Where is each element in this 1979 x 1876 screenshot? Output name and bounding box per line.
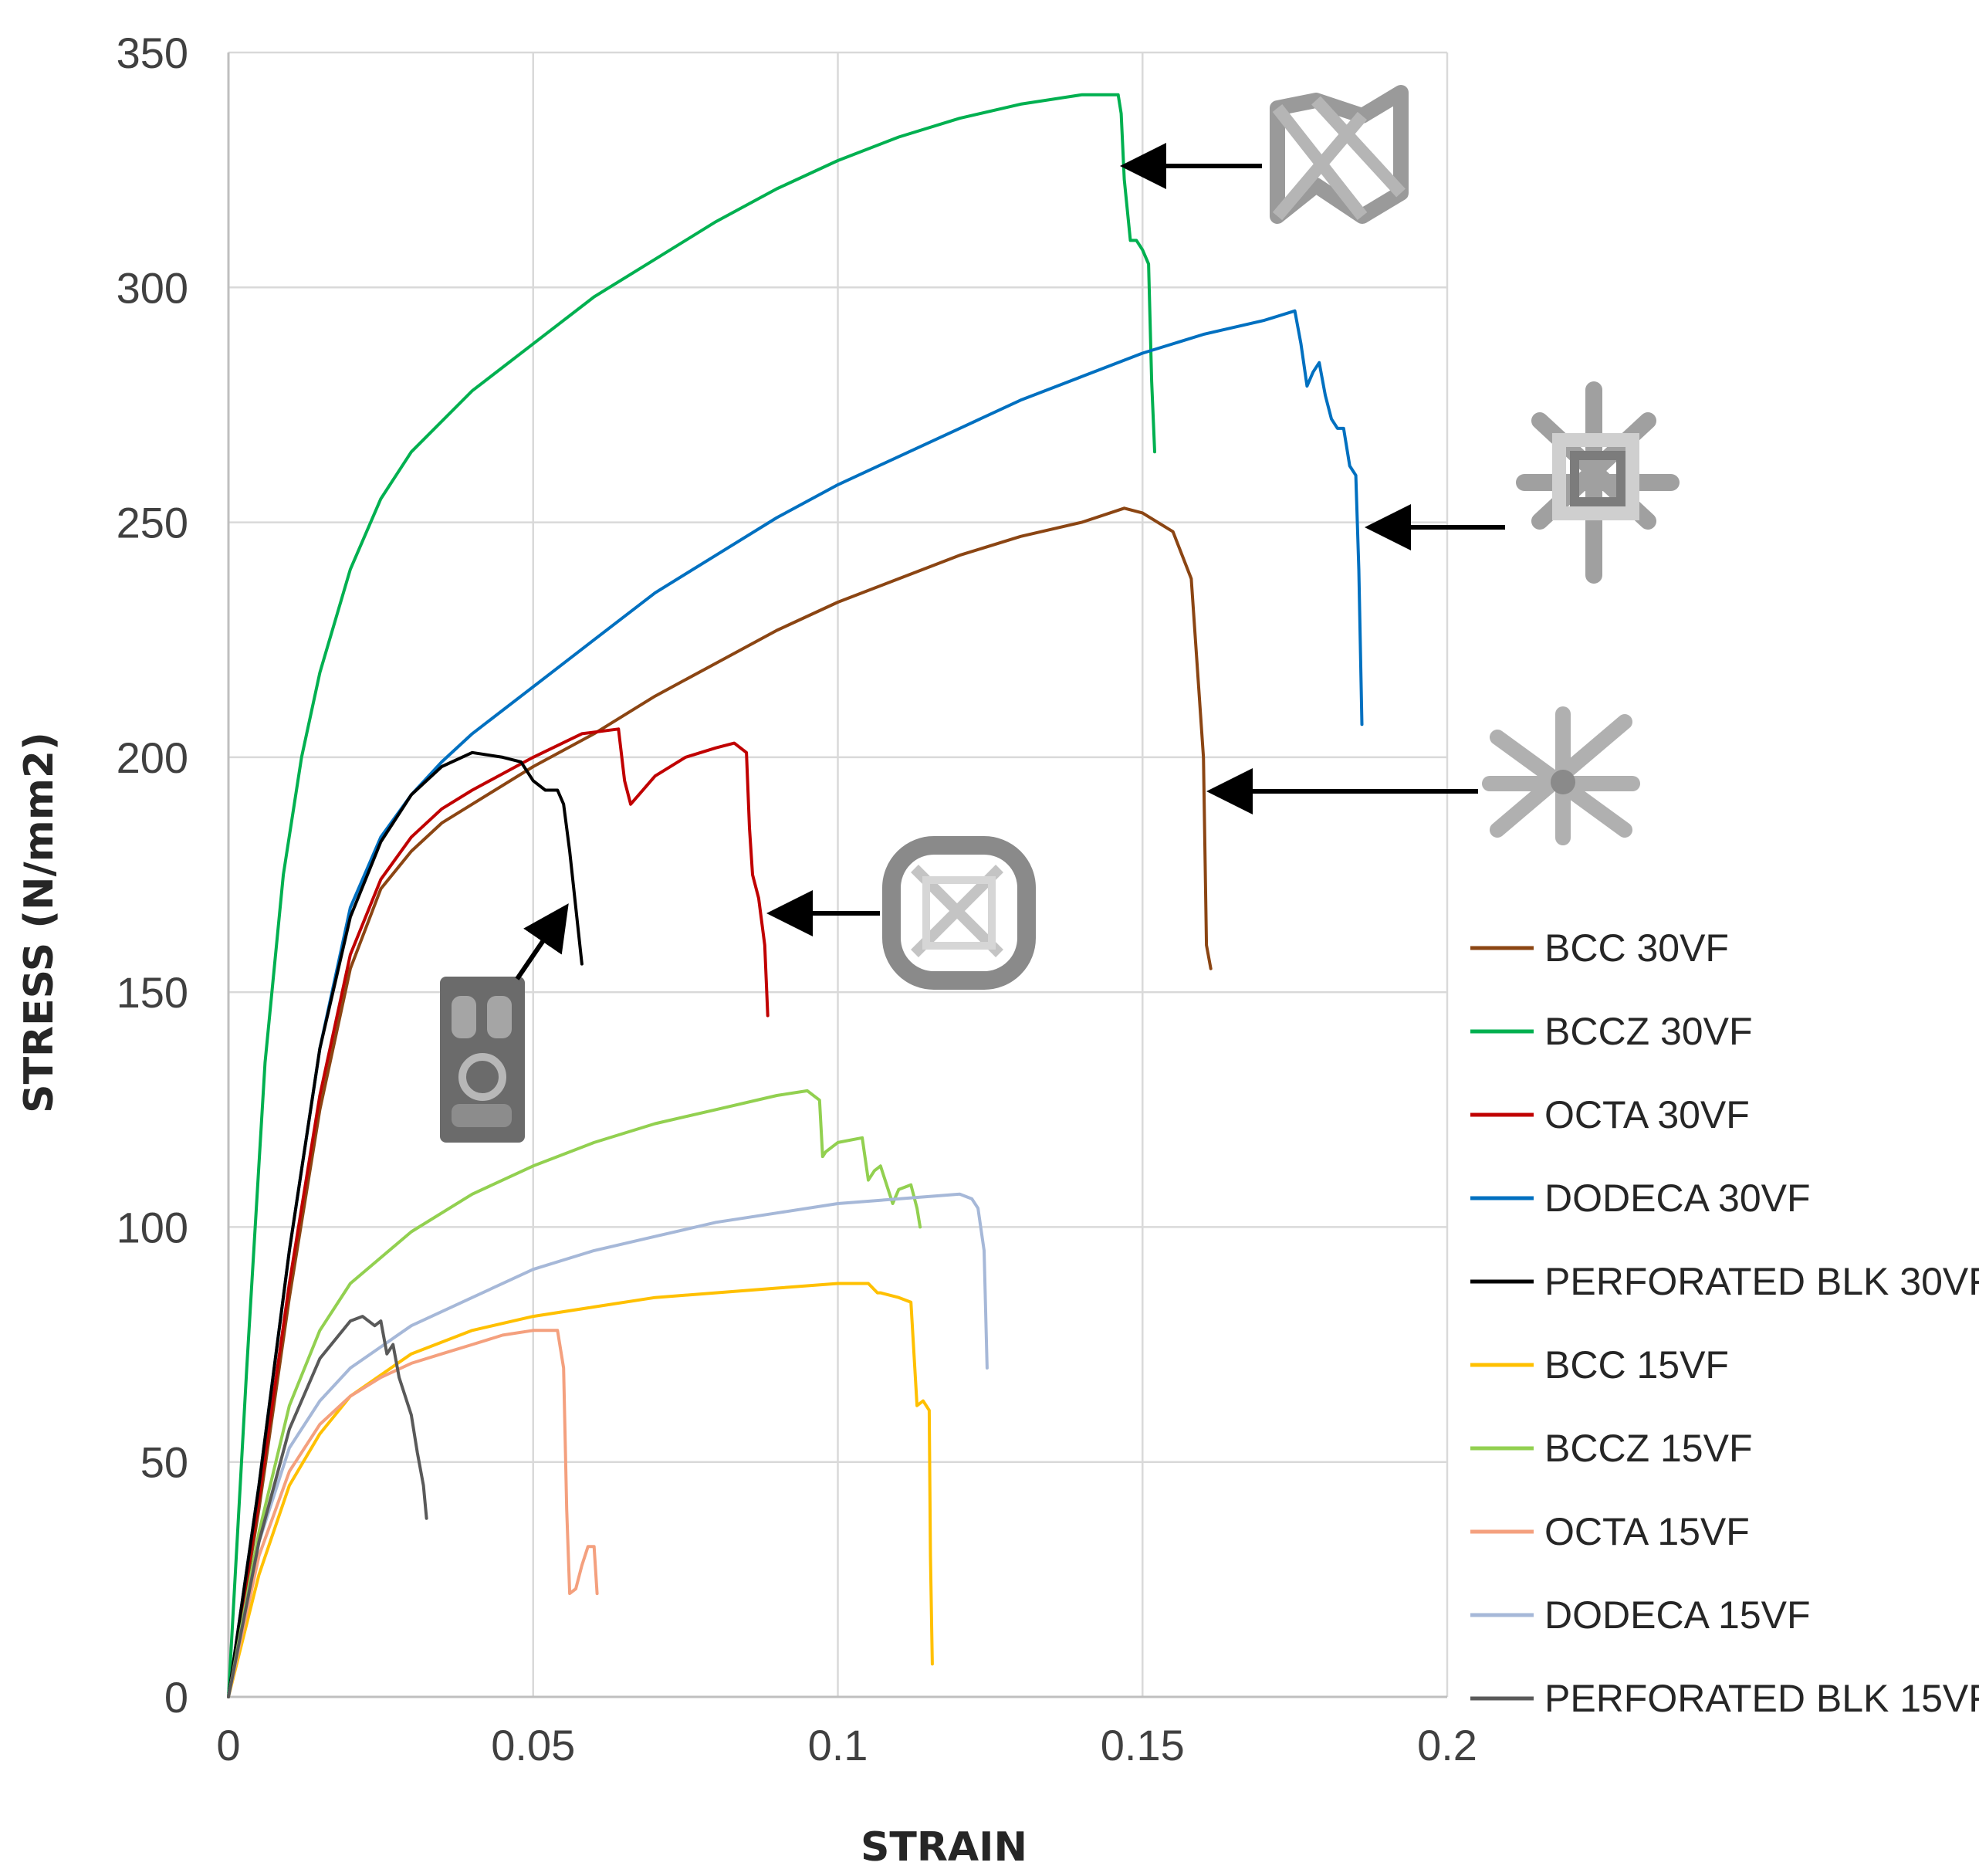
y-tick-label: 50 [140,1438,188,1487]
series-line-bcc-30vf [227,506,1213,1698]
series-line-dodeca-15vf [227,1192,989,1698]
arrow-perforated [515,903,569,980]
x-tick-label: 0.15 [1101,1721,1185,1769]
x-tick-label: 0.05 [491,1721,575,1769]
y-tick-label: 0 [164,1673,188,1722]
y-tick-label: 350 [117,29,188,77]
legend: BCC 30VF BCCZ 30VF OCTA 30VF DODECA 30VF PER… [1470,926,1979,1720]
legend-label: PERFORATED BLK 15VF [1544,1677,1979,1720]
annotation-arrows [515,143,1505,980]
legend-label: BCC 15VF [1544,1343,1729,1387]
axes [227,52,1447,1698]
series-line-bccz-30vf [227,93,1156,1698]
x-tick-label: 0.2 [1417,1721,1477,1769]
bccz-lattice-unit-cell-icon [1270,85,1409,224]
dodeca-lattice-unit-cell-icon [1516,381,1680,584]
legend-label: DODECA 15VF [1544,1593,1811,1637]
series-line-dodeca-30vf [227,309,1364,1698]
perforated-block-unit-cell-icon [440,977,525,1143]
gridlines [227,51,1449,1698]
legend-label: PERFORATED BLK 30VF [1544,1260,1979,1303]
series-line-octa-15vf [227,1329,599,1698]
x-tick-label: 0 [216,1721,240,1769]
x-axis-title: STRAIN [861,1824,1027,1871]
y-tick-label: 200 [117,733,188,782]
y-tick-label: 100 [117,1203,188,1251]
series-lines [227,93,1364,1698]
legend-label: BCC 30VF [1544,926,1729,970]
x-tick-labels: 0 0.05 0.1 0.15 0.2 [216,1721,1477,1769]
legend-label: OCTA 30VF [1544,1093,1750,1136]
series-line-bcc-15vf [227,1282,934,1698]
series-line-octa-30vf [227,727,770,1698]
series-line-perforated-blk-30vf [227,750,584,1698]
y-axis-title: STRESS (N/mm2) [16,732,63,1113]
y-tick-labels: 0 50 100 150 200 250 300 350 [117,29,188,1722]
legend-label: DODECA 30VF [1544,1177,1811,1220]
bcc-lattice-unit-cell-icon [1482,706,1640,845]
octa-lattice-unit-cell-icon [882,836,1036,990]
x-tick-label: 0.1 [808,1721,868,1769]
legend-label: BCCZ 30VF [1544,1010,1753,1053]
y-tick-label: 250 [117,499,188,547]
legend-label: OCTA 15VF [1544,1510,1750,1553]
legend-label: BCCZ 15VF [1544,1427,1753,1470]
y-tick-label: 150 [117,968,188,1017]
series-line-bccz-15vf [227,1089,922,1698]
y-tick-label: 300 [117,263,188,312]
series-line-perforated-blk-15vf [227,1315,428,1698]
